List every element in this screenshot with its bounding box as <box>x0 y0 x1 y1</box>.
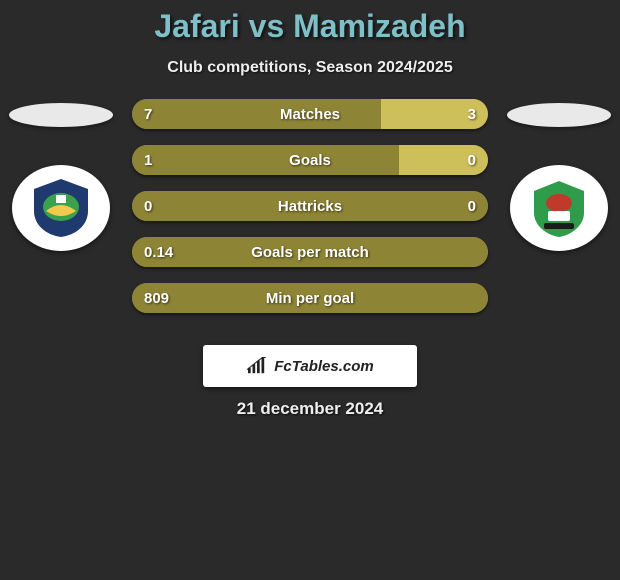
stat-value-left: 0.14 <box>132 237 185 267</box>
comparison-card: Jafari vs Mamizadeh Club competitions, S… <box>0 0 620 419</box>
stat-value-right <box>464 283 488 313</box>
stat-bars: 73Matches10Goals00Hattricks0.14Goals per… <box>132 99 488 329</box>
vs-text: vs <box>249 8 285 44</box>
stat-bar: 00Hattricks <box>132 191 488 221</box>
player1-name: Jafari <box>154 8 239 44</box>
stat-bar: 73Matches <box>132 99 488 129</box>
stats-area: 73Matches10Goals00Hattricks0.14Goals per… <box>0 99 620 341</box>
team2-photo-placeholder <box>507 103 611 127</box>
team1-crest-icon <box>26 177 96 239</box>
watermark-text: FcTables.com <box>274 358 373 375</box>
team2-crest-icon <box>524 177 594 239</box>
stat-bar: 0.14Goals per match <box>132 237 488 267</box>
team1-crest <box>12 165 110 251</box>
stat-bar-fill-left <box>132 283 488 313</box>
chart-icon <box>246 357 268 375</box>
watermark-badge: FcTables.com <box>203 345 417 387</box>
stat-value-right: 0 <box>456 191 488 221</box>
page-title: Jafari vs Mamizadeh <box>0 8 620 45</box>
stat-value-left: 7 <box>132 99 164 129</box>
stat-bar: 809Min per goal <box>132 283 488 313</box>
stat-value-left: 809 <box>132 283 181 313</box>
stat-value-left: 1 <box>132 145 164 175</box>
team1-photo-placeholder <box>9 103 113 127</box>
stat-bar-fill-left <box>132 145 399 175</box>
stat-bar-fill-left <box>132 237 488 267</box>
stat-value-right: 3 <box>456 99 488 129</box>
stat-value-right <box>464 237 488 267</box>
stat-value-left: 0 <box>132 191 164 221</box>
date-label: 21 december 2024 <box>0 399 620 419</box>
team1-side <box>6 99 116 251</box>
subtitle: Club competitions, Season 2024/2025 <box>0 59 620 77</box>
player2-name: Mamizadeh <box>293 8 465 44</box>
stat-bar-fill-left <box>132 99 381 129</box>
team2-crest <box>510 165 608 251</box>
stat-bar: 10Goals <box>132 145 488 175</box>
stat-value-right: 0 <box>456 145 488 175</box>
team2-side <box>504 99 614 251</box>
